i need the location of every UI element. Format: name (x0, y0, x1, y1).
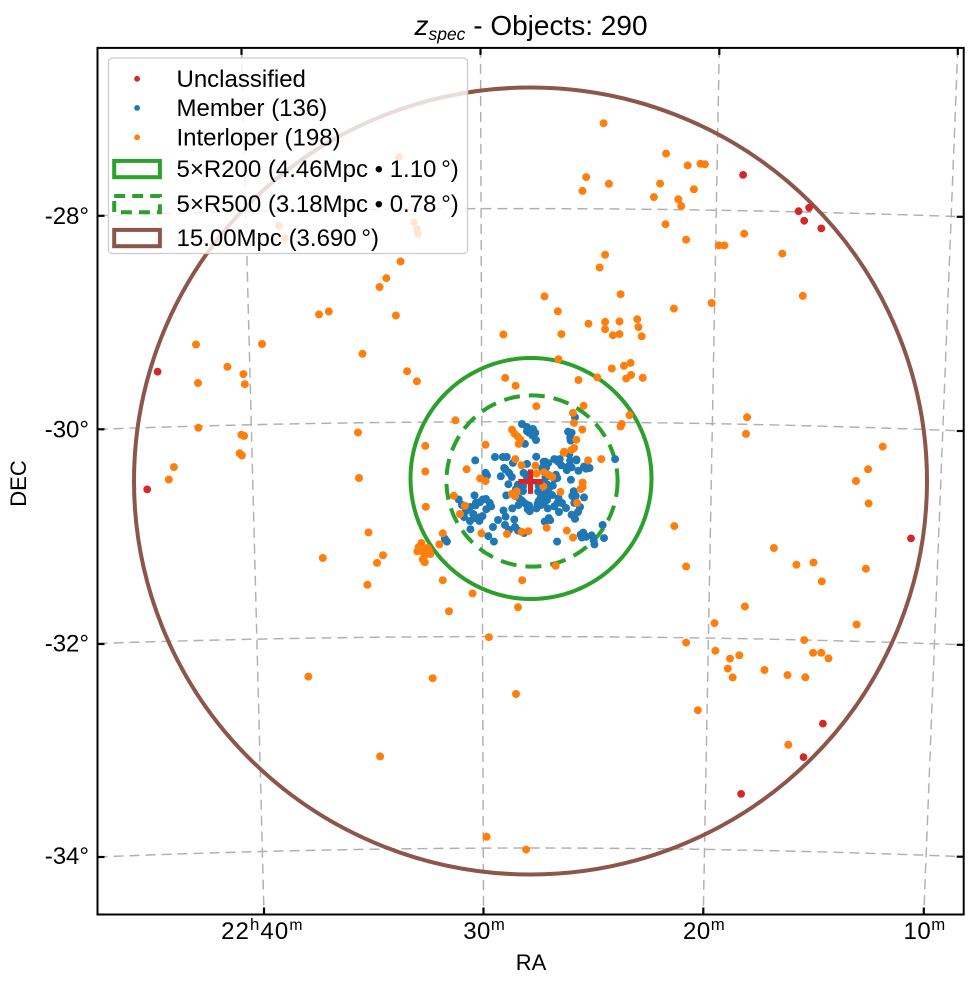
svg-text:Member (136): Member (136) (177, 95, 328, 122)
svg-text:Interloper (198): Interloper (198) (177, 124, 341, 151)
svg-text:5×R500 (3.18Mpc • 0.78 °): 5×R500 (3.18Mpc • 0.78 °) (177, 191, 459, 218)
svg-text:15.00Mpc (3.690 °): 15.00Mpc (3.690 °) (177, 225, 380, 252)
svg-text:-34°: -34° (45, 843, 89, 870)
svg-text:Unclassified: Unclassified (177, 66, 306, 93)
svg-text:DEC: DEC (6, 460, 31, 507)
svg-text:-30°: -30° (45, 416, 89, 443)
svg-text:22h40m: 22h40m (221, 915, 303, 945)
svg-text:RA: RA (516, 950, 547, 975)
svg-text:-32°: -32° (45, 631, 89, 658)
svg-text:5×R200 (4.46Mpc • 1.10 °): 5×R200 (4.46Mpc • 1.10 °) (177, 156, 459, 183)
svg-text:zspec - Objects: 290: zspec - Objects: 290 (413, 10, 647, 44)
svg-text:-28°: -28° (45, 203, 89, 230)
